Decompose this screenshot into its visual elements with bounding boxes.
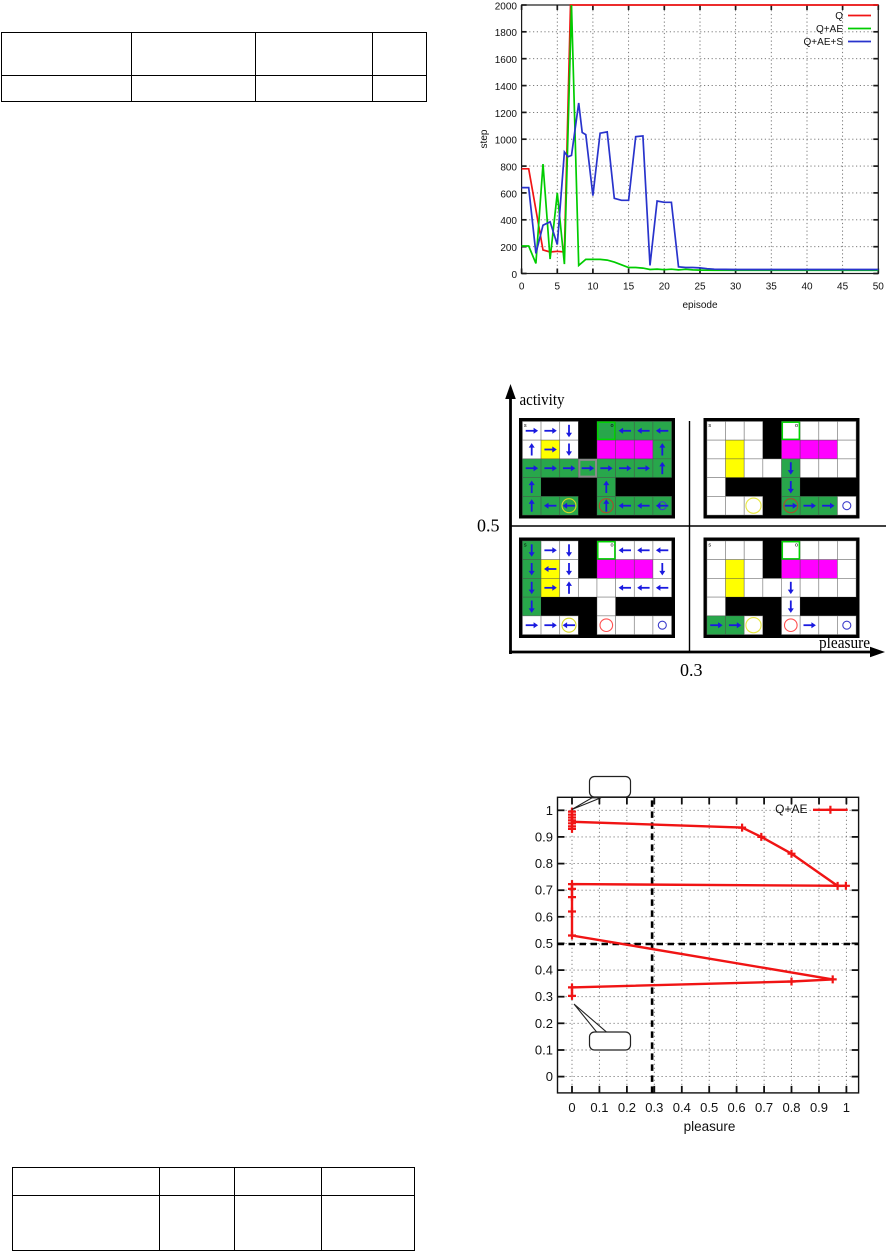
svg-text:0.9: 0.9 xyxy=(535,829,553,844)
svg-text:1800: 1800 xyxy=(495,28,518,39)
svg-text:0.3: 0.3 xyxy=(645,1100,663,1115)
svg-text:Q+AE: Q+AE xyxy=(816,24,843,35)
svg-text:0.4: 0.4 xyxy=(673,1100,691,1115)
svg-text:s: s xyxy=(708,423,711,429)
svg-text:25: 25 xyxy=(694,282,706,293)
svg-text:0: 0 xyxy=(511,270,517,281)
svg-text:1: 1 xyxy=(843,1100,850,1115)
svg-text:o: o xyxy=(795,423,798,429)
svg-text:0.8: 0.8 xyxy=(782,1100,800,1115)
svg-text:800: 800 xyxy=(500,163,517,174)
svg-text:1000: 1000 xyxy=(495,136,518,147)
svg-text:0.7: 0.7 xyxy=(755,1100,773,1115)
svg-text:0.9: 0.9 xyxy=(810,1100,828,1115)
svg-text:1400: 1400 xyxy=(495,82,518,93)
svg-text:0: 0 xyxy=(546,1069,553,1084)
svg-text:400: 400 xyxy=(500,216,517,227)
svg-text:2000: 2000 xyxy=(495,1,518,12)
svg-text:pleasure: pleasure xyxy=(684,1119,736,1134)
svg-text:50: 50 xyxy=(873,282,885,293)
svg-text:0.3: 0.3 xyxy=(535,989,553,1004)
svg-text:5: 5 xyxy=(555,282,561,293)
svg-text:o: o xyxy=(611,423,614,429)
svg-text:0.1: 0.1 xyxy=(535,1043,553,1058)
svg-text:0.6: 0.6 xyxy=(535,909,553,924)
svg-text:1: 1 xyxy=(546,803,553,818)
svg-text:200: 200 xyxy=(500,243,517,254)
svg-text:activity: activity xyxy=(520,390,565,409)
svg-text:20: 20 xyxy=(659,282,671,293)
svg-text:o: o xyxy=(795,542,798,548)
svg-text:0.2: 0.2 xyxy=(618,1100,636,1115)
svg-text:0.6: 0.6 xyxy=(728,1100,746,1115)
svg-text:15: 15 xyxy=(623,282,635,293)
svg-text:o: o xyxy=(611,542,614,548)
svg-text:step: step xyxy=(479,129,490,148)
svg-text:0: 0 xyxy=(568,1100,575,1115)
svg-text:s: s xyxy=(708,542,711,548)
svg-text:0.4: 0.4 xyxy=(535,963,553,978)
svg-text:0.7: 0.7 xyxy=(535,883,553,898)
svg-text:Q+AE+S: Q+AE+S xyxy=(804,37,844,48)
svg-text:Q: Q xyxy=(835,11,843,22)
svg-text:40: 40 xyxy=(801,282,813,293)
svg-text:0.2: 0.2 xyxy=(535,1016,553,1031)
svg-text:1200: 1200 xyxy=(495,109,518,120)
svg-text:0.1: 0.1 xyxy=(590,1100,608,1115)
svg-text:35: 35 xyxy=(766,282,778,293)
svg-text:45: 45 xyxy=(837,282,849,293)
svg-text:0: 0 xyxy=(519,282,525,293)
svg-text:Q+AE: Q+AE xyxy=(775,802,807,816)
svg-text:0.5: 0.5 xyxy=(535,936,553,951)
svg-text:s: s xyxy=(524,423,527,429)
svg-text:0.3: 0.3 xyxy=(680,660,703,680)
svg-text:600: 600 xyxy=(500,189,517,200)
svg-text:s: s xyxy=(524,542,527,548)
svg-text:0.8: 0.8 xyxy=(535,856,553,871)
svg-text:10: 10 xyxy=(587,282,599,293)
svg-text:30: 30 xyxy=(730,282,742,293)
svg-text:episode: episode xyxy=(682,300,717,311)
svg-text:0.5: 0.5 xyxy=(700,1100,718,1115)
svg-text:0.5: 0.5 xyxy=(477,516,500,536)
svg-text:1600: 1600 xyxy=(495,55,518,66)
